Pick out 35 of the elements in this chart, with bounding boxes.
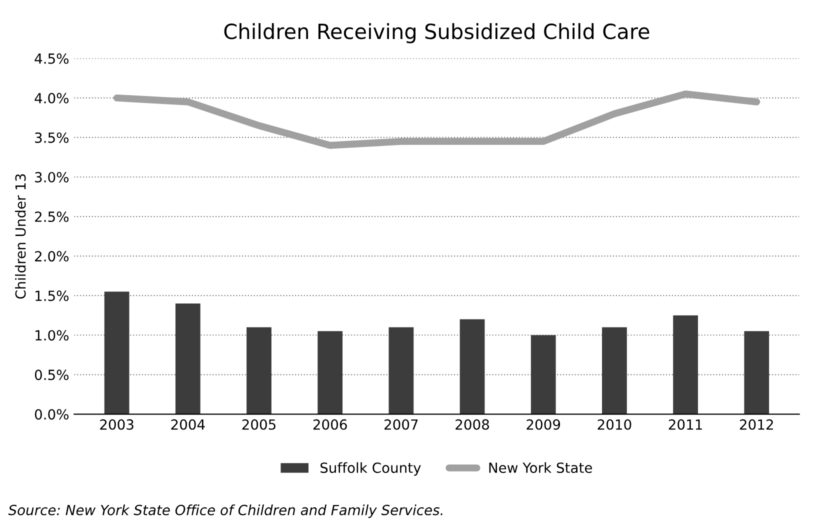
bar	[104, 292, 130, 414]
y-tick-label: 1.0%	[36, 330, 69, 341]
y-tick-label: 3.0%	[35, 172, 69, 182]
bar	[460, 319, 485, 414]
bar	[673, 315, 698, 414]
bar	[246, 327, 272, 414]
y-tick-label: 0.0%	[34, 409, 69, 420]
y-tick-label: 3.5%	[35, 132, 69, 143]
y-tick-label: 1.5%	[36, 290, 69, 302]
x-tick-label: 2007	[384, 419, 418, 430]
bar	[175, 303, 200, 414]
bar	[388, 327, 414, 414]
y-axis-title: Children Under 13	[15, 174, 26, 299]
x-tick-label: 2004	[171, 419, 205, 430]
x-tick-label: 2005	[242, 419, 276, 430]
bar	[602, 327, 627, 414]
x-tick-label: 2012	[740, 419, 773, 430]
y-tick-label: 4.5%	[34, 53, 69, 64]
x-tick-label: 2008	[456, 419, 489, 430]
y-tick-label: 2.5%	[35, 212, 69, 222]
x-tick-label: 2011	[668, 419, 702, 430]
bar	[318, 331, 343, 414]
y-tick-label: 4.0%	[34, 92, 69, 104]
x-tick-label: 2003	[100, 419, 134, 430]
legend-label: New York State	[489, 462, 592, 474]
y-tick-label: 2.0%	[35, 251, 69, 262]
bar	[744, 331, 770, 414]
source-note: Source: New York State Office of Children and Family Services.	[8, 504, 442, 518]
bar	[530, 335, 556, 414]
x-tick-label: 2010	[598, 419, 632, 430]
x-tick-label: 2009	[526, 419, 560, 430]
legend-label: Suffolk County	[320, 462, 421, 476]
chart-title: Children Receiving Subsidized Child Care	[224, 23, 650, 44]
y-tick-label: 0.5%	[34, 370, 69, 380]
x-tick-label: 2006	[313, 419, 347, 430]
